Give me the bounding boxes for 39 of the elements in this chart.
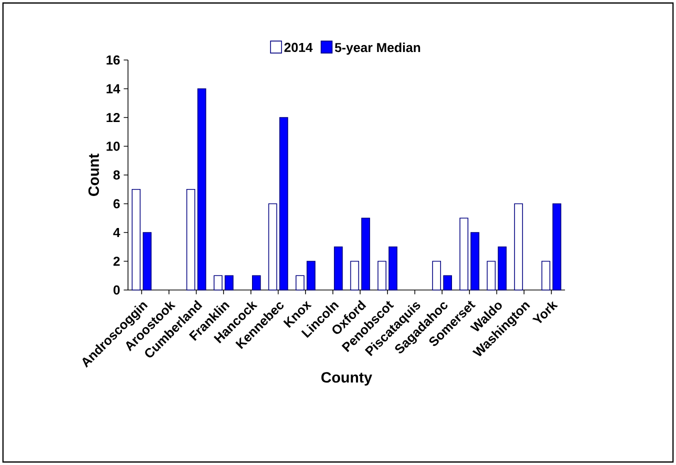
y-tick-label: 16 bbox=[106, 55, 120, 65]
y-tick-label: 8 bbox=[113, 170, 120, 180]
bar bbox=[132, 188, 141, 290]
bar bbox=[197, 88, 206, 290]
bar bbox=[350, 260, 360, 290]
y-tick-label: 2 bbox=[113, 256, 120, 266]
bar bbox=[460, 218, 468, 290]
bar bbox=[514, 203, 523, 290]
bar bbox=[443, 275, 452, 290]
bar bbox=[296, 275, 304, 290]
y-tick-label: 12 bbox=[106, 112, 120, 122]
bar bbox=[498, 246, 507, 290]
bar bbox=[142, 232, 152, 290]
y-tick-label: 4 bbox=[113, 228, 120, 237]
bar bbox=[486, 260, 496, 290]
legend-label: 5-year Median bbox=[334, 42, 420, 55]
bar bbox=[252, 275, 261, 290]
bar bbox=[432, 260, 441, 290]
bar bbox=[268, 203, 278, 290]
y-tick-label: 6 bbox=[113, 199, 120, 208]
y-tick-label: 0 bbox=[114, 285, 120, 295]
bar bbox=[186, 188, 196, 290]
bar bbox=[279, 117, 288, 290]
bar bbox=[361, 218, 370, 290]
bar bbox=[334, 246, 343, 290]
bar bbox=[378, 260, 386, 290]
y-tick-label: 14 bbox=[106, 84, 120, 94]
bar bbox=[224, 275, 234, 290]
x-axis-title: County bbox=[321, 372, 372, 386]
bar bbox=[552, 203, 562, 290]
y-axis-title: Count bbox=[88, 154, 99, 196]
bar bbox=[388, 246, 398, 290]
bar bbox=[306, 260, 316, 290]
legend-label: 2014 bbox=[284, 42, 313, 52]
y-tick-label: 10 bbox=[106, 142, 120, 151]
bar bbox=[541, 260, 550, 290]
bar bbox=[214, 275, 222, 290]
x-tick-label: York bbox=[532, 301, 558, 324]
bar bbox=[470, 232, 480, 290]
